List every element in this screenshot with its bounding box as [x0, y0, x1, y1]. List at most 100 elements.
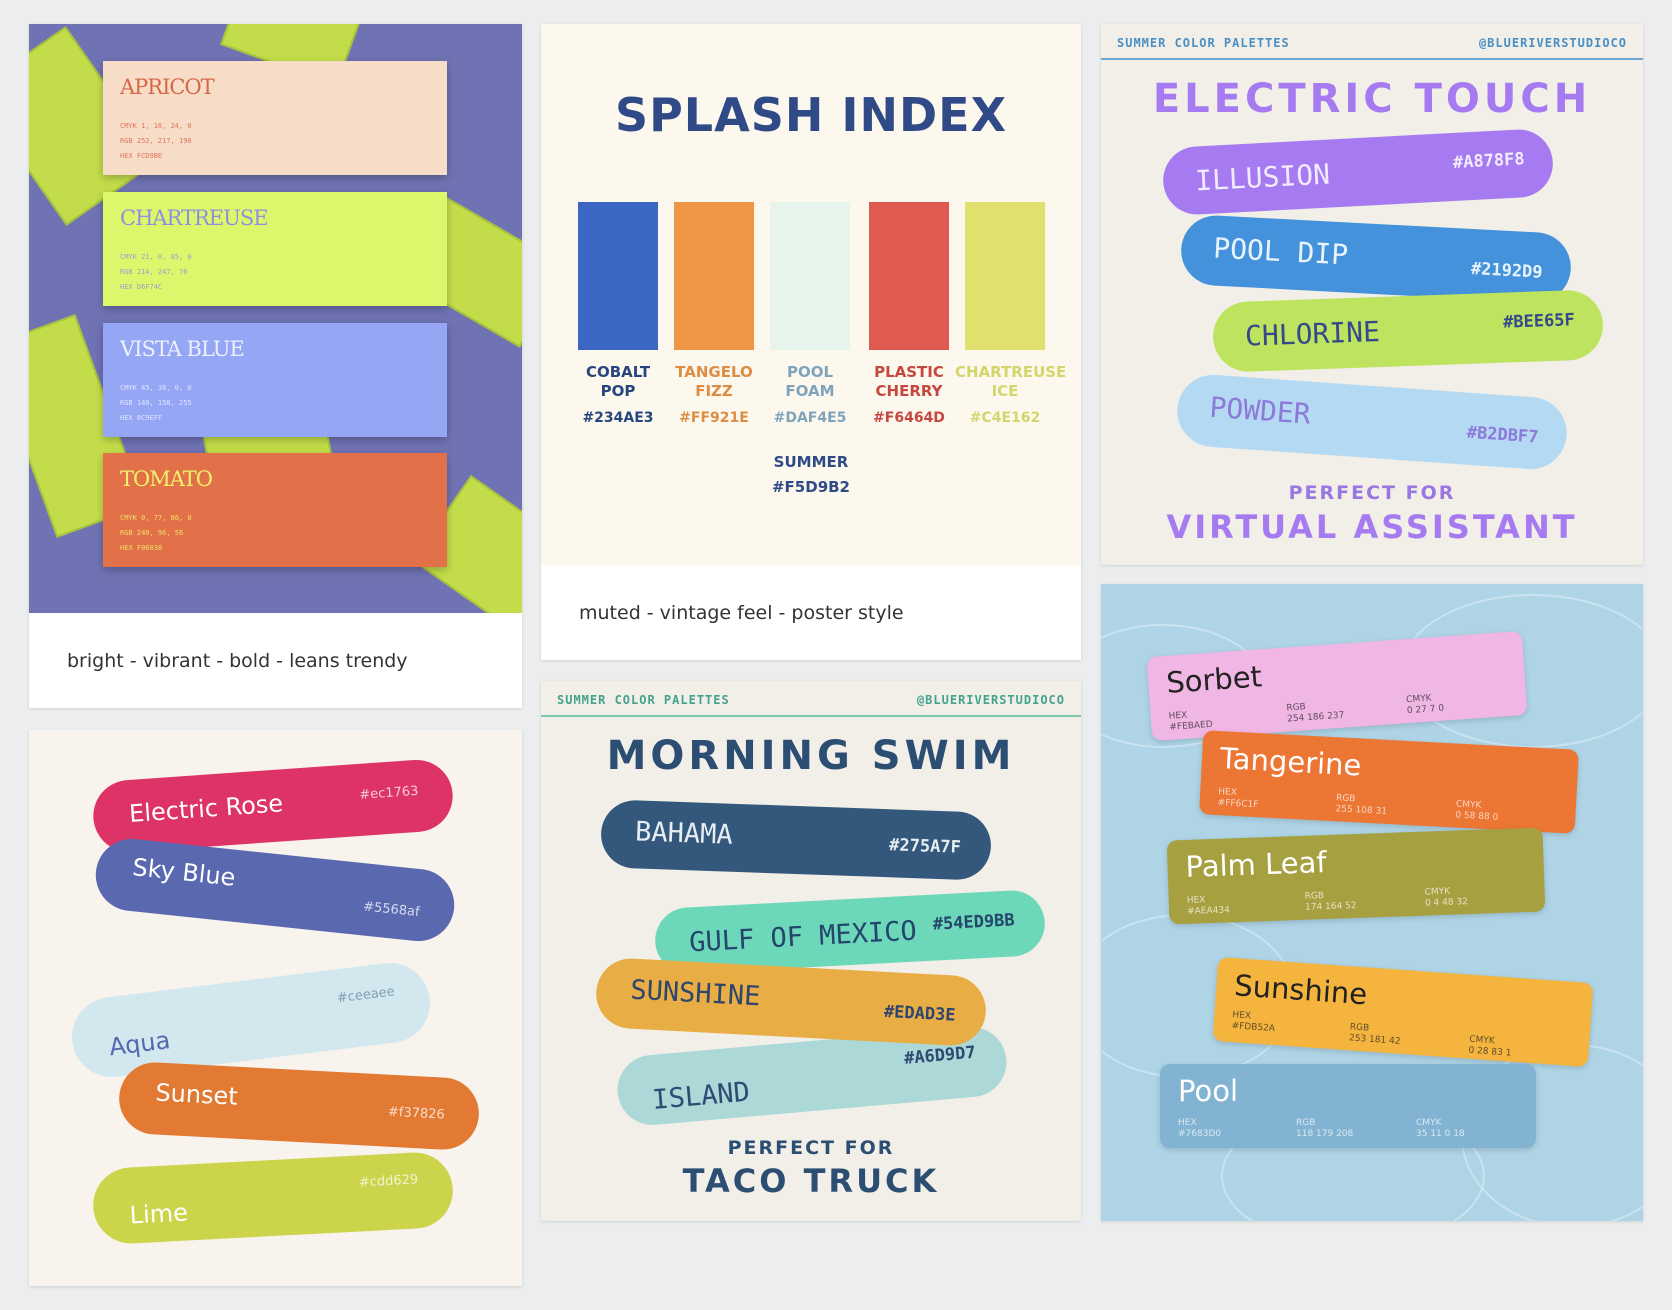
pill-hex: #5568af [362, 899, 421, 921]
swatch-name: VISTA BLUE [120, 337, 245, 361]
palette-card-morning-swim[interactable]: SUMMER COLOR PALETTES @BLUERIVERSTUDIOCO… [541, 681, 1081, 1221]
pill-hex: #f37826 [387, 1104, 446, 1123]
swatch-cmyk: CMYK 0 58 88 0 [1455, 799, 1499, 823]
color-pill-lime: Lime #cdd629 [91, 1150, 455, 1246]
poster-series-label: SUMMER COLOR PALETTES [557, 693, 730, 707]
swatch-cmyk: CMYK 0 4 48 32 [1424, 886, 1469, 909]
swatch-name: Palm Leaf [1184, 845, 1328, 884]
color-pill-illusion: ILLUSION #A878F8 [1161, 127, 1555, 217]
swatch-panel-chartreuse: CHARTREUSE CMYK 21, 0, 85, 0 RGB 214, 247… [103, 192, 447, 306]
poster-handle: @BLUERIVERSTUDIOCO [916, 693, 1065, 707]
divider [1101, 58, 1643, 60]
swatch-name: CHARTREUSE [120, 206, 269, 230]
swatch-card-palm-leaf: Palm Leaf HEX #AEA434 RGB 174 164 52 CMYK 0… [1166, 827, 1546, 925]
pill-hex: #cdd629 [358, 1172, 419, 1191]
pill-name: Electric Rose [128, 789, 284, 829]
palette-image-trendy: APRICOT CMYK 1, 16, 24, 0 RGB 252, 217, 1… [29, 24, 522, 613]
swatch-card-pool: Pool HEX #7683D0 RGB 118 179 208 CMYK 35 11… [1160, 1064, 1536, 1148]
pill-hex: #B2DBF7 [1466, 422, 1540, 448]
palette-card-trendy[interactable]: APRICOT CMYK 1, 16, 24, 0 RGB 252, 217, 1… [29, 24, 522, 708]
pill-hex: #54ED9BB [932, 910, 1016, 935]
divider [541, 715, 1081, 717]
palette-image-splash-index: SPLASH INDEX COBALT POP TANGELO FIZZ POOL F… [541, 24, 1081, 566]
swatch-hex: #FF921E [679, 410, 749, 426]
swatch-cmyk: CMYK 0 28 83 1 [1468, 1034, 1512, 1059]
pill-name: GULF OF MEXICO [688, 915, 918, 959]
swatch-hex: #F6464D [873, 410, 945, 426]
pill-hex: #ceeaee [336, 984, 396, 1007]
color-swatch-pool-foam [770, 202, 850, 350]
swatch-values: CMYK 45, 36, 0, 0 RGB 140, 158, 255 HEX 8C… [120, 384, 192, 422]
pill-name: Sunset [154, 1078, 239, 1111]
swatch-label: POOL FOAM [785, 363, 835, 400]
color-pill-sunshine: SUNSHINE #EDAD3E [594, 956, 988, 1048]
color-swatch-cobalt-pop [578, 202, 658, 350]
swatch-hex: #234AE3 [582, 410, 654, 426]
pill-name: ISLAND [651, 1076, 752, 1116]
swatch-hex: HEX #FDB52A [1231, 1010, 1276, 1035]
poster-subtitle: PERFECT FOR [1288, 482, 1456, 504]
pill-name: SUNSHINE [629, 974, 762, 1013]
pill-hex: #2192D9 [1470, 258, 1544, 283]
palette-card-splash-index[interactable]: SPLASH INDEX COBALT POP TANGELO FIZZ POOL F… [541, 24, 1081, 660]
swatch-name: TOMATO [120, 467, 213, 491]
poster-title: MORNING SWIM [606, 733, 1016, 779]
poster-handle: @BLUERIVERSTUDIOCO [1478, 36, 1627, 50]
swatch-name: APRICOT [120, 75, 215, 99]
poster-title: SPLASH INDEX [614, 88, 1008, 142]
swatch-hex: #DAF4E5 [773, 410, 847, 426]
swatch-hex: #C4E162 [969, 410, 1041, 426]
pill-name: BAHAMA [634, 816, 734, 851]
swatch-rgb: RGB 253 181 42 [1348, 1022, 1401, 1047]
swatch-values: CMYK 0, 77, 86, 0 RGB 240, 96, 56 HEX F060… [120, 514, 192, 552]
swatch-label: TANGELO FIZZ [675, 363, 753, 400]
swatch-values: CMYK 21, 0, 85, 0 RGB 214, 247, 76 HEX D6F… [120, 253, 192, 291]
swatch-card-sunshine: Sunshine HEX #FDB52A RGB 253 181 42 CMYK 0 … [1212, 956, 1594, 1068]
card-caption: bright - vibrant - bold - leans trendy [67, 650, 408, 672]
pill-name: Sky Blue [131, 853, 237, 892]
swatch-panel-vista-blue: VISTA BLUE CMYK 45, 36, 0, 0 RGB 140, 158… [103, 323, 447, 437]
swatch-label: PLASTIC CHERRY [874, 363, 944, 400]
color-pill-aqua: Aqua #ceeaee [67, 958, 435, 1082]
card-caption: muted - vintage feel - poster style [579, 602, 904, 624]
swatch-hex: HEX #FF6C1F [1217, 787, 1259, 811]
poster-subtitle: PERFECT FOR [727, 1137, 895, 1159]
palette-card-electric-touch[interactable]: SUMMER COLOR PALETTES @BLUERIVERSTUDIOCO… [1101, 24, 1643, 565]
pill-hex: #A6D9D7 [903, 1042, 977, 1069]
swatch-cmyk: CMYK 35 11 0 18 [1416, 1118, 1465, 1139]
extra-swatch-label: SUMMER #F5D9B2 [771, 453, 850, 496]
poster-footer: VIRTUAL ASSISTANT [1166, 508, 1578, 546]
pill-hex: #EDAD3E [883, 1001, 957, 1026]
pill-name: POWDER [1208, 390, 1312, 431]
swatch-rgb: RGB 254 186 237 [1286, 702, 1345, 725]
swatch-name: Sorbet [1165, 659, 1264, 700]
color-swatch-tangelo-fizz [674, 202, 754, 350]
color-pill-pool-dip: POOL DIP #2192D9 [1179, 213, 1573, 305]
pill-name: Aqua [107, 1026, 172, 1062]
color-pill-powder: POWDER #B2DBF7 [1174, 372, 1570, 472]
pill-name: POOL DIP [1212, 231, 1349, 272]
pill-name: Lime [128, 1198, 189, 1230]
pill-hex: #ec1763 [358, 783, 419, 803]
poster-footer: TACO TRUCK [682, 1162, 940, 1200]
swatch-name: Sunshine [1233, 968, 1369, 1012]
pill-name: ILLUSION [1194, 157, 1331, 198]
swatch-rgb: RGB 174 164 52 [1304, 891, 1357, 913]
palette-card-pool[interactable]: Sorbet HEX #FEBAED RGB 254 186 237 CMYK 0 2… [1101, 584, 1643, 1221]
swatch-values: CMYK 1, 16, 24, 0 RGB 252, 217, 190 HEX FC… [120, 122, 192, 160]
poster-series-label: SUMMER COLOR PALETTES [1117, 36, 1290, 50]
color-swatch-chartreuse-ice [965, 202, 1045, 350]
swatch-panel-apricot: APRICOT CMYK 1, 16, 24, 0 RGB 252, 217, 1… [103, 61, 447, 175]
swatch-rgb: RGB 255 108 31 [1335, 793, 1388, 817]
swatch-cmyk: CMYK 0 27 7 0 [1405, 693, 1445, 717]
pill-hex: #A878F8 [1452, 149, 1526, 174]
swatch-hex: HEX #7683D0 [1178, 1118, 1222, 1139]
color-swatch-plastic-cherry [869, 202, 949, 350]
palette-card-pills[interactable]: Electric Rose #ec1763 Sky Blue #5568af A… [29, 730, 522, 1286]
swatch-hex: HEX #FEBAED [1168, 710, 1214, 733]
color-pill-bahama: BAHAMA #275A7F [599, 799, 993, 881]
swatch-hex: HEX #AEA434 [1186, 895, 1231, 917]
swatch-label: COBALT POP [585, 363, 651, 400]
color-pill-sky-blue: Sky Blue #5568af [92, 835, 458, 945]
swatch-label: CHARTREUSE ICE [955, 363, 1067, 400]
